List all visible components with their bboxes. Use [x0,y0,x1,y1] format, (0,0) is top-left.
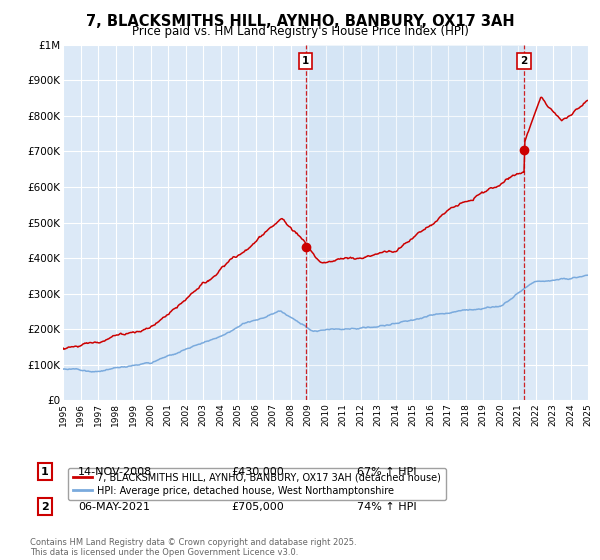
Text: 2: 2 [41,502,49,512]
Text: 67% ↑ HPI: 67% ↑ HPI [357,466,416,477]
Text: 14-NOV-2008: 14-NOV-2008 [78,466,152,477]
Text: Price paid vs. HM Land Registry's House Price Index (HPI): Price paid vs. HM Land Registry's House … [131,25,469,38]
Text: £705,000: £705,000 [231,502,284,512]
Text: 7, BLACKSMITHS HILL, AYNHO, BANBURY, OX17 3AH: 7, BLACKSMITHS HILL, AYNHO, BANBURY, OX1… [86,14,514,29]
Text: 06-MAY-2021: 06-MAY-2021 [78,502,150,512]
Text: Contains HM Land Registry data © Crown copyright and database right 2025.
This d: Contains HM Land Registry data © Crown c… [30,538,356,557]
Legend: 7, BLACKSMITHS HILL, AYNHO, BANBURY, OX17 3AH (detached house), HPI: Average pri: 7, BLACKSMITHS HILL, AYNHO, BANBURY, OX1… [68,468,446,501]
Text: £430,000: £430,000 [231,466,284,477]
Text: 2: 2 [521,56,528,66]
Text: 1: 1 [302,56,310,66]
Bar [306,45,524,400]
Text: 74% ↑ HPI: 74% ↑ HPI [357,502,416,512]
Text: 1: 1 [41,466,49,477]
